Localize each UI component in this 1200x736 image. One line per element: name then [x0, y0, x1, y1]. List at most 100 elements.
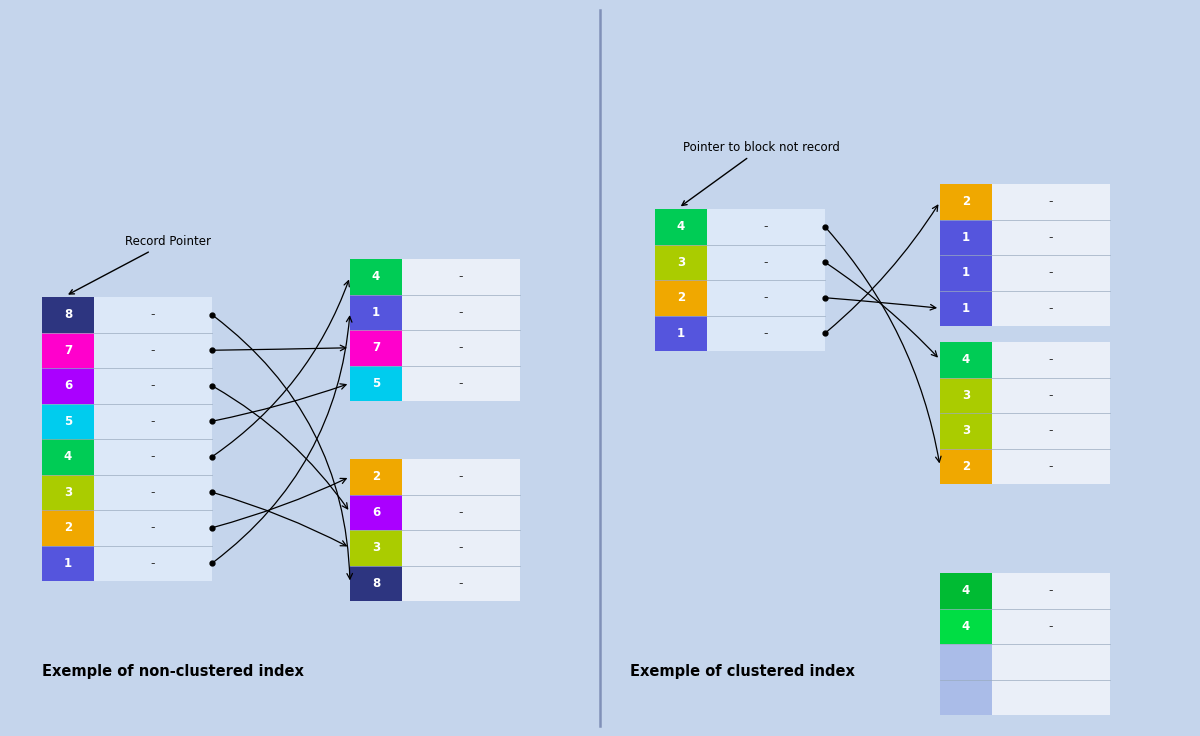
- Text: -: -: [458, 541, 463, 554]
- Text: -: -: [458, 506, 463, 519]
- Text: -: -: [151, 308, 155, 321]
- Text: 4: 4: [64, 450, 72, 463]
- Bar: [992, 644, 1110, 679]
- Bar: [940, 448, 992, 484]
- Text: -: -: [151, 344, 155, 357]
- Bar: [350, 495, 402, 530]
- Bar: [42, 297, 94, 333]
- Text: -: -: [151, 486, 155, 499]
- Bar: [350, 459, 520, 601]
- Text: -: -: [1049, 424, 1054, 437]
- Text: -: -: [458, 342, 463, 354]
- Text: 1: 1: [372, 305, 380, 319]
- Text: 6: 6: [64, 379, 72, 392]
- Bar: [940, 255, 992, 291]
- Bar: [94, 439, 212, 475]
- Text: -: -: [458, 270, 463, 283]
- Text: -: -: [1049, 620, 1054, 633]
- Bar: [992, 609, 1110, 644]
- Bar: [350, 530, 402, 565]
- Text: -: -: [1049, 195, 1054, 208]
- Bar: [992, 679, 1110, 715]
- Bar: [655, 209, 826, 351]
- Text: -: -: [1049, 584, 1054, 597]
- Text: -: -: [1049, 266, 1054, 279]
- Text: 3: 3: [962, 424, 970, 437]
- Bar: [707, 316, 826, 351]
- Text: 5: 5: [64, 415, 72, 428]
- Bar: [402, 530, 520, 565]
- Bar: [940, 219, 992, 255]
- Text: 2: 2: [677, 291, 685, 304]
- Bar: [350, 294, 402, 330]
- Bar: [940, 573, 1110, 644]
- Bar: [940, 184, 1110, 326]
- Text: -: -: [1049, 231, 1054, 244]
- Bar: [42, 403, 94, 439]
- Text: 1: 1: [677, 327, 685, 340]
- Bar: [992, 291, 1110, 326]
- Bar: [350, 259, 520, 401]
- Text: -: -: [151, 415, 155, 428]
- Bar: [94, 368, 212, 403]
- Bar: [350, 366, 402, 401]
- Bar: [350, 330, 402, 366]
- Bar: [402, 565, 520, 601]
- Text: -: -: [1049, 302, 1054, 315]
- Bar: [992, 378, 1110, 413]
- Text: Exemple of clustered index: Exemple of clustered index: [630, 664, 854, 679]
- Text: 5: 5: [372, 377, 380, 390]
- Text: 7: 7: [64, 344, 72, 357]
- Text: -: -: [151, 450, 155, 463]
- Bar: [992, 219, 1110, 255]
- Text: 2: 2: [962, 460, 970, 473]
- Bar: [94, 403, 212, 439]
- Text: 3: 3: [64, 486, 72, 499]
- Text: -: -: [763, 291, 768, 304]
- Text: 3: 3: [677, 255, 685, 269]
- Bar: [402, 495, 520, 530]
- Text: -: -: [151, 521, 155, 534]
- Bar: [940, 184, 992, 219]
- Bar: [992, 255, 1110, 291]
- Bar: [940, 679, 992, 715]
- Text: -: -: [458, 377, 463, 390]
- Bar: [402, 259, 520, 294]
- Bar: [940, 342, 1110, 484]
- Bar: [42, 510, 94, 545]
- Bar: [992, 413, 1110, 448]
- Text: -: -: [151, 556, 155, 570]
- Text: -: -: [458, 577, 463, 590]
- Text: 4: 4: [962, 584, 970, 597]
- Bar: [42, 545, 94, 581]
- Bar: [655, 209, 707, 244]
- Text: Exemple of non-clustered index: Exemple of non-clustered index: [42, 664, 304, 679]
- Text: 8: 8: [64, 308, 72, 321]
- Bar: [940, 644, 992, 679]
- Text: 6: 6: [372, 506, 380, 519]
- Bar: [42, 368, 94, 403]
- Text: -: -: [458, 470, 463, 484]
- Text: 2: 2: [962, 195, 970, 208]
- Bar: [940, 342, 992, 378]
- Text: -: -: [458, 305, 463, 319]
- Text: -: -: [1049, 353, 1054, 367]
- Text: 1: 1: [962, 231, 970, 244]
- Bar: [350, 259, 402, 294]
- Text: 3: 3: [372, 541, 380, 554]
- Bar: [655, 280, 707, 316]
- Bar: [94, 545, 212, 581]
- Bar: [94, 475, 212, 510]
- Bar: [94, 333, 212, 368]
- Text: 8: 8: [372, 577, 380, 590]
- Text: Pointer to block not record: Pointer to block not record: [682, 141, 840, 205]
- Text: 4: 4: [372, 270, 380, 283]
- Text: -: -: [763, 220, 768, 233]
- Bar: [94, 297, 212, 333]
- Text: 4: 4: [962, 620, 970, 633]
- Bar: [940, 413, 992, 448]
- Bar: [940, 291, 992, 326]
- Bar: [992, 342, 1110, 378]
- Bar: [402, 294, 520, 330]
- Text: -: -: [763, 327, 768, 340]
